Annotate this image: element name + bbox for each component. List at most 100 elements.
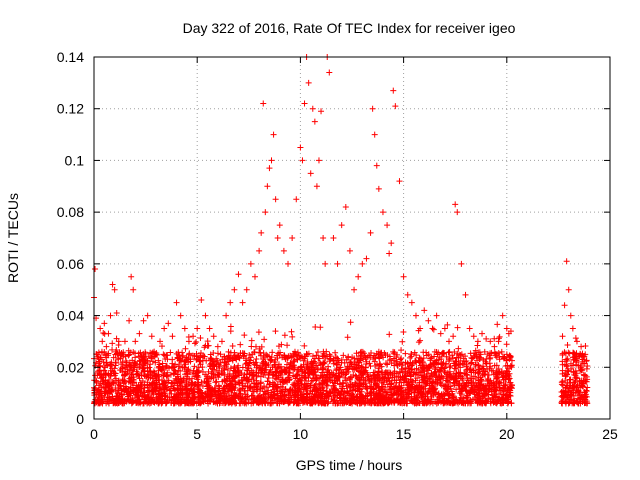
data-point xyxy=(197,334,204,341)
data-point xyxy=(260,371,267,378)
data-point xyxy=(277,395,284,402)
data-point xyxy=(305,79,312,86)
data-point xyxy=(423,380,430,387)
data-point xyxy=(412,312,419,319)
data-point xyxy=(111,365,118,372)
data-point xyxy=(281,398,288,405)
data-point xyxy=(457,357,464,364)
data-point xyxy=(338,222,345,229)
data-point xyxy=(483,386,490,393)
data-point xyxy=(289,235,296,241)
data-point xyxy=(351,355,358,362)
data-point xyxy=(265,375,272,382)
data-point xyxy=(99,338,106,345)
data-point xyxy=(214,357,221,364)
data-point xyxy=(217,359,224,366)
data-point xyxy=(254,394,261,401)
data-point xyxy=(504,391,511,398)
data-point xyxy=(262,209,269,216)
data-point xyxy=(467,350,474,357)
data-point xyxy=(215,371,222,378)
data-point xyxy=(251,273,258,280)
data-point xyxy=(424,380,431,387)
data-point xyxy=(165,365,172,372)
data-point xyxy=(561,361,568,368)
data-point xyxy=(470,333,477,340)
data-point xyxy=(491,343,498,350)
data-point xyxy=(383,394,390,401)
data-point xyxy=(93,378,100,385)
data-point xyxy=(171,399,178,406)
data-point xyxy=(469,355,476,362)
data-point xyxy=(132,338,139,345)
data-point xyxy=(330,382,337,389)
data-point xyxy=(91,389,98,396)
data-point xyxy=(325,398,332,405)
data-point xyxy=(134,364,141,371)
data-point xyxy=(573,338,580,345)
data-point xyxy=(558,399,565,406)
data-point xyxy=(565,349,572,356)
data-point xyxy=(356,385,363,392)
data-point xyxy=(290,381,297,388)
data-point xyxy=(411,400,418,407)
data-point xyxy=(350,387,357,394)
data-point xyxy=(453,386,460,393)
data-point xyxy=(320,360,327,367)
data-point xyxy=(211,363,218,370)
data-point xyxy=(374,397,381,404)
y-tick-label: 0.02 xyxy=(57,359,84,375)
data-point xyxy=(181,398,188,405)
data-point xyxy=(251,361,258,368)
data-point xyxy=(363,369,370,376)
data-point xyxy=(394,396,401,403)
data-point xyxy=(308,378,315,385)
data-point xyxy=(504,398,511,405)
data-point xyxy=(248,343,255,350)
data-point xyxy=(337,390,344,397)
data-point xyxy=(487,338,494,345)
data-point xyxy=(152,372,159,379)
data-point xyxy=(154,381,161,388)
data-point xyxy=(493,375,500,382)
data-point xyxy=(365,373,372,380)
data-point xyxy=(121,372,128,379)
y-tick-label: 0.12 xyxy=(57,101,84,117)
data-point xyxy=(362,377,369,384)
data-point xyxy=(297,353,304,360)
data-point xyxy=(281,388,288,395)
data-point xyxy=(295,397,302,404)
data-point xyxy=(467,365,474,372)
data-point xyxy=(325,393,332,400)
data-point xyxy=(393,370,400,377)
data-point xyxy=(169,360,176,367)
data-point xyxy=(465,379,472,386)
data-point xyxy=(445,395,452,402)
data-point xyxy=(279,377,286,384)
data-point xyxy=(313,352,320,359)
data-point xyxy=(386,369,393,376)
data-point xyxy=(459,376,466,383)
data-point xyxy=(199,368,206,375)
data-point xyxy=(462,291,469,298)
data-point xyxy=(388,240,395,247)
data-point xyxy=(334,377,341,384)
grid-lines xyxy=(94,57,610,419)
data-point xyxy=(300,357,307,364)
data-point xyxy=(309,388,316,395)
data-point xyxy=(414,395,421,402)
data-point xyxy=(105,371,112,378)
data-point xyxy=(502,370,509,377)
data-point xyxy=(325,363,332,370)
data-point xyxy=(293,196,300,203)
data-point xyxy=(272,328,279,335)
data-point xyxy=(199,383,206,390)
y-tick-labels: 0 0.02 0.04 0.06 0.08 0.1 0.12 0.14 xyxy=(57,49,84,427)
data-point xyxy=(403,395,410,402)
data-point xyxy=(161,325,168,332)
data-point xyxy=(404,291,411,298)
data-point xyxy=(391,374,398,381)
data-point xyxy=(423,399,430,406)
data-point xyxy=(472,361,479,368)
